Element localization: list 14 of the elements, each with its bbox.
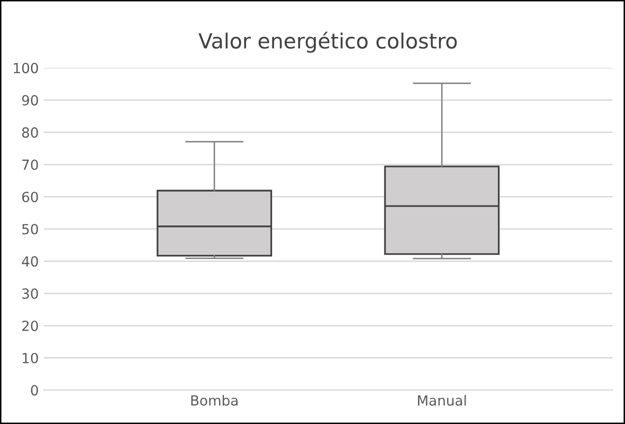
x-tick-label: Bomba — [191, 394, 238, 406]
y-tick-label: 70 — [22, 159, 38, 170]
y-tick-label: 0 — [30, 385, 38, 396]
y-tick-label: 40 — [22, 256, 38, 267]
y-tick-label: 100 — [14, 62, 38, 74]
y-tick-label: 30 — [22, 288, 38, 299]
chart-title: Valor energético colostro — [198, 32, 457, 53]
y-tick-label: 20 — [22, 320, 38, 332]
y-tick-label: 80 — [22, 127, 38, 138]
y-tick-label: 90 — [22, 95, 38, 106]
x-tick-label: Manual — [418, 394, 466, 406]
y-tick-label: 10 — [22, 352, 38, 364]
y-tick-label: 60 — [22, 192, 38, 202]
y-tick-label: 50 — [22, 224, 38, 234]
